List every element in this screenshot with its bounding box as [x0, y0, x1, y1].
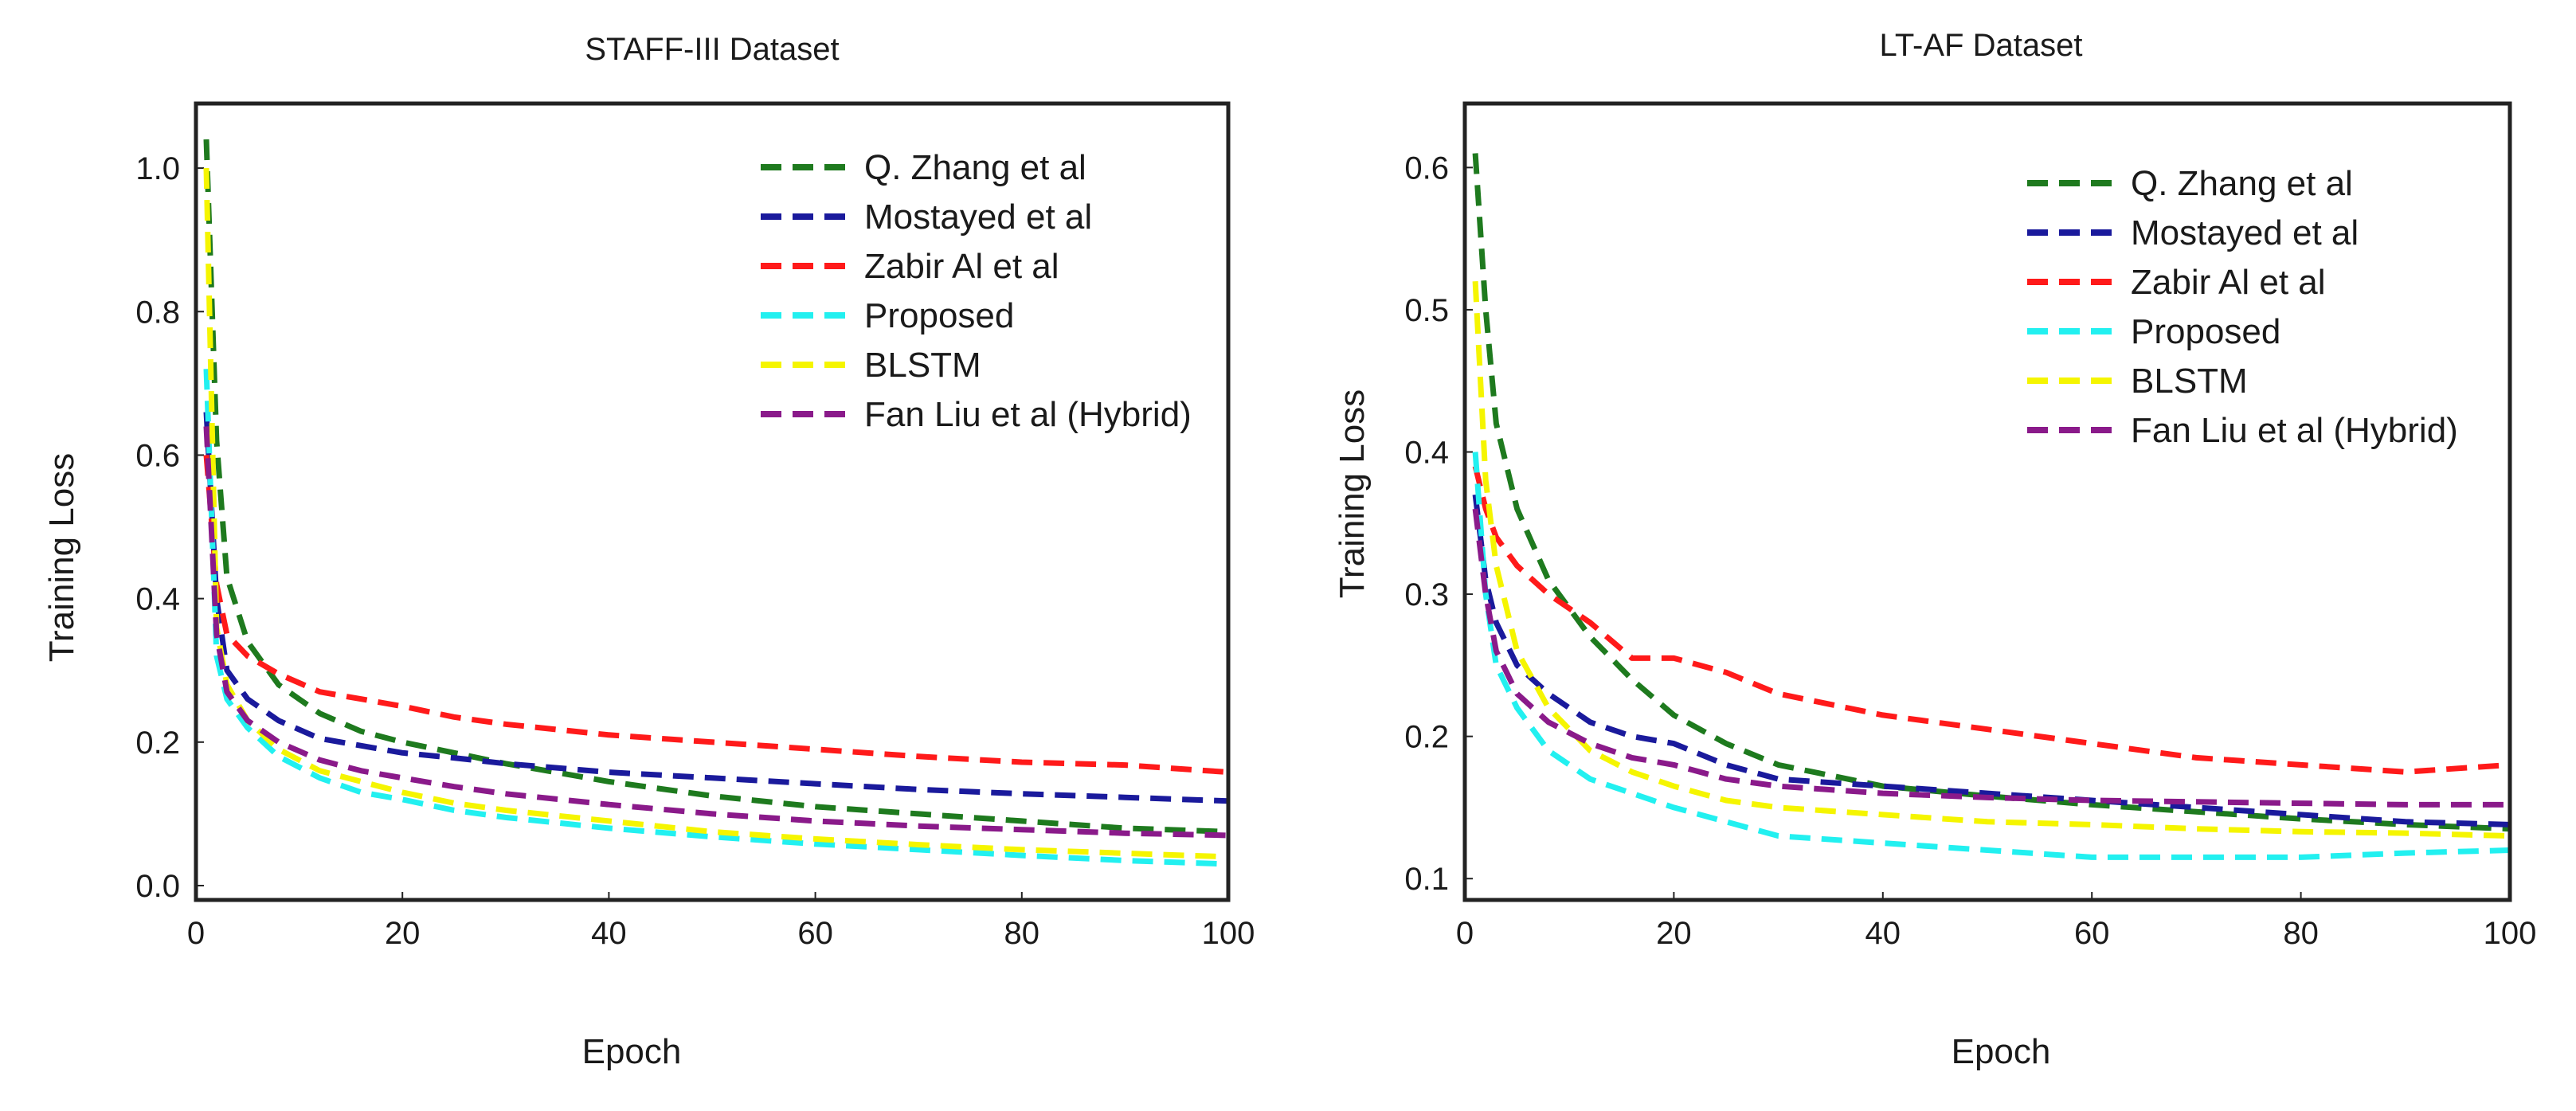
x-tick-label: 20 — [1656, 916, 1692, 951]
x-axis-label: Epoch — [1952, 1032, 2051, 1071]
x-tick-label: 100 — [1202, 916, 1255, 951]
y-tick-label: 0.8 — [135, 295, 180, 330]
legend-label: Q. Zhang et al — [864, 148, 1086, 187]
legend: Q. Zhang et al Mostayed et al Zabir Al et … — [761, 148, 1192, 434]
legend-label: BLSTM — [864, 346, 981, 385]
x-tick-label: 100 — [2484, 916, 2537, 951]
x-tick-label: 40 — [591, 916, 627, 951]
y-tick-label: 0.4 — [135, 582, 180, 617]
y-tick-label: 1.0 — [135, 151, 180, 186]
legend-label: Zabir Al et al — [2131, 263, 2326, 302]
plot-area: 0 20 40 60 80 100 0.0 0.2 0.4 0.6 0.8 1.0 — [135, 139, 1255, 951]
plot-frame — [194, 101, 1231, 902]
y-tick-label: 0.3 — [1404, 577, 1449, 612]
series-line-1 — [203, 412, 1229, 804]
legend-label: Q. Zhang et al — [2131, 164, 2353, 203]
y-axis-label: Training Loss — [1333, 389, 1372, 599]
x-tick-label: 80 — [2283, 916, 2319, 951]
x-tick-label: 20 — [385, 916, 421, 951]
x-axis-label: Epoch — [582, 1032, 682, 1071]
series-line-4 — [1472, 281, 2511, 839]
series-line-2 — [203, 455, 1229, 776]
legend: Q. Zhang et al Mostayed et al Zabir Al et … — [2027, 164, 2458, 450]
y-tick-label: 0.6 — [1404, 151, 1449, 186]
y-tick-label: 0.6 — [135, 438, 180, 473]
x-tick-label: 0 — [1456, 916, 1474, 951]
chart-title: STAFF-III Dataset — [585, 32, 839, 67]
series-line-5 — [203, 426, 1229, 839]
y-axis-label: Training Loss — [42, 453, 81, 663]
plot-area: 0 20 40 60 80 100 0.1 0.2 0.3 0.4 0.5 0.6 — [1404, 151, 2536, 951]
series-line-2 — [1472, 465, 2511, 775]
x-tick-label: 60 — [2074, 916, 2110, 951]
y-tick-label: 0.4 — [1404, 436, 1449, 471]
series-line-1 — [1472, 494, 2511, 827]
legend-label: Mostayed et al — [864, 198, 1092, 237]
legend-label: Proposed — [2131, 312, 2280, 351]
y-tick-label: 0.2 — [135, 726, 180, 761]
series-line-3 — [203, 369, 1229, 867]
y-tick-label: 0.1 — [1404, 862, 1449, 897]
x-tick-label: 60 — [797, 916, 833, 951]
legend-label: Fan Liu et al (Hybrid) — [2131, 411, 2458, 450]
series-line-5 — [1472, 508, 2510, 808]
legend-label: BLSTM — [2131, 362, 2248, 401]
x-tick-label: 40 — [1865, 916, 1901, 951]
x-tick-label: 0 — [187, 916, 205, 951]
legend-label: Mostayed et al — [2131, 213, 2359, 252]
chart-panel-lt-af: LT-AF Dataset Epoch Training Loss 0 20 40 6… — [1333, 28, 2536, 1071]
y-tick-label: 0.5 — [1404, 293, 1449, 328]
chart-panel-staff-iii: STAFF-III Dataset Epoch Training Loss 0 2… — [42, 32, 1255, 1071]
y-tick-label: 0.0 — [135, 869, 180, 904]
series-line-0 — [1472, 153, 2511, 832]
legend-label: Zabir Al et al — [864, 247, 1059, 286]
legend-label: Proposed — [864, 296, 1014, 335]
series-line-0 — [203, 139, 1229, 835]
plot-frame — [1462, 101, 2512, 902]
chart-title: LT-AF Dataset — [1880, 28, 2083, 63]
y-tick-label: 0.2 — [1404, 720, 1449, 755]
x-tick-label: 80 — [1004, 916, 1040, 951]
legend-label: Fan Liu et al (Hybrid) — [864, 395, 1192, 434]
